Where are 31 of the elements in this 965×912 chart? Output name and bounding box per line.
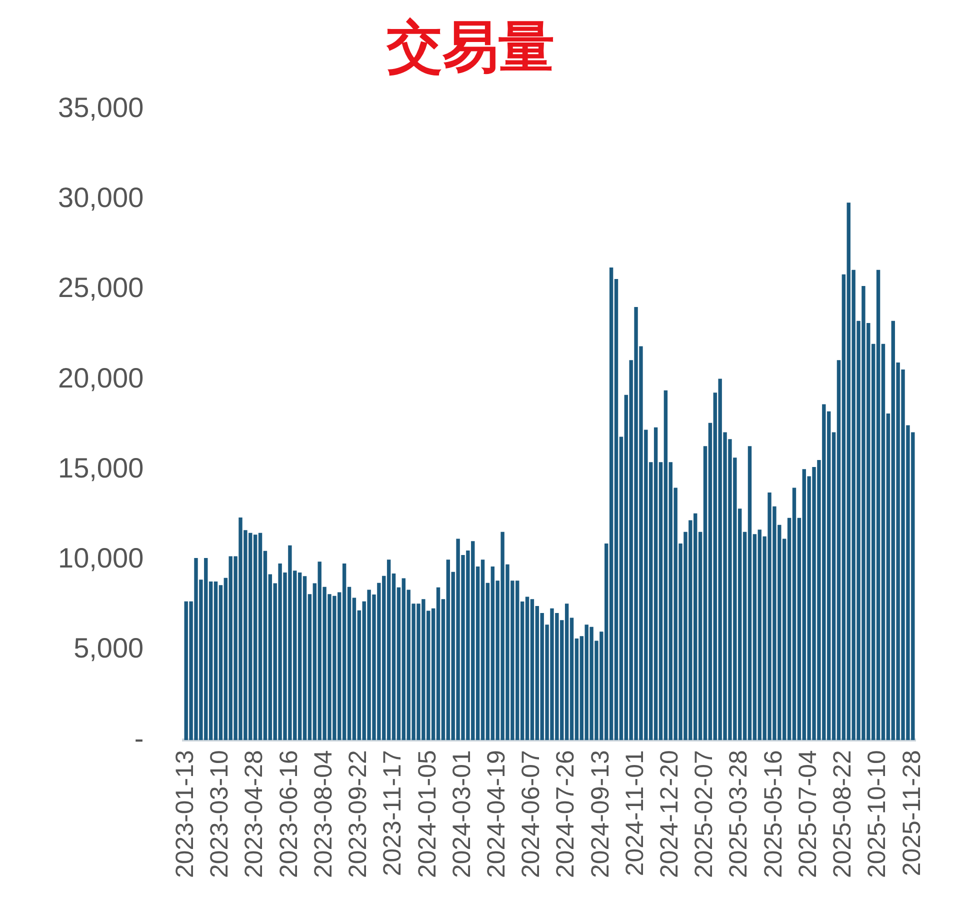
y-tick-label: 15,000 bbox=[58, 452, 144, 484]
x-tick-label: 2023-06-16 bbox=[274, 750, 303, 878]
y-tick-label: 25,000 bbox=[58, 272, 144, 304]
y-tick-label: 10,000 bbox=[58, 542, 144, 574]
x-tick-label: 2025-02-07 bbox=[690, 750, 718, 878]
y-tick-label: - bbox=[134, 722, 144, 754]
x-tick-label: 2024-11-01 bbox=[620, 750, 649, 876]
x-tick-label: 2024-06-07 bbox=[517, 750, 546, 878]
x-tick-label: 2023-08-04 bbox=[309, 750, 338, 878]
y-tick-label: 20,000 bbox=[58, 362, 144, 394]
x-tick-label: 2025-11-28 bbox=[898, 750, 926, 876]
x-tick-label: 2025-05-16 bbox=[759, 750, 788, 878]
x-tick-label: 2024-12-20 bbox=[656, 750, 684, 878]
x-tick-label: 2024-04-19 bbox=[482, 750, 510, 878]
x-tick-label: 2025-08-22 bbox=[828, 750, 857, 878]
y-tick-label: 5,000 bbox=[74, 632, 144, 664]
x-tick-label: 2023-01-13 bbox=[171, 750, 200, 878]
x-tick-label: 2024-07-26 bbox=[552, 750, 580, 878]
x-tick-label: 2025-07-04 bbox=[794, 750, 822, 878]
chart-title: 交易量 bbox=[386, 15, 554, 80]
y-tick-label: 30,000 bbox=[58, 182, 144, 214]
x-tick-label: 2023-03-10 bbox=[206, 750, 234, 878]
x-tick-label: 2025-10-10 bbox=[863, 750, 892, 878]
x-tick-label: 2024-09-13 bbox=[586, 750, 614, 878]
y-tick-label: 35,000 bbox=[58, 92, 144, 123]
x-tick-label: 2023-11-17 bbox=[378, 750, 407, 876]
x-tick-label: 2025-03-28 bbox=[724, 750, 753, 878]
x-tick-label: 2024-03-01 bbox=[448, 750, 476, 878]
x-tick-label: 2024-01-05 bbox=[413, 750, 442, 878]
x-tick-label: 2023-09-22 bbox=[344, 750, 372, 878]
x-tick-label: 2023-04-28 bbox=[240, 750, 268, 878]
